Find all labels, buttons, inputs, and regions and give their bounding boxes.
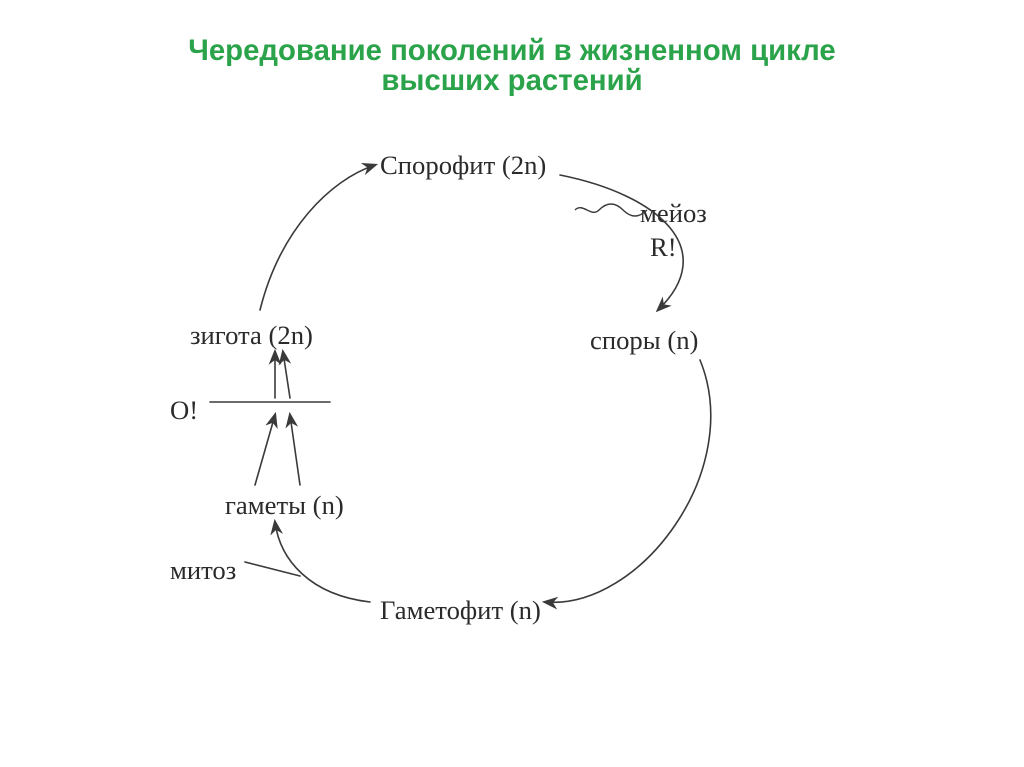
arrow-gam_left [255,415,275,485]
title-line-1: Чередование поколений в жизненном цикле [0,34,1024,68]
node-zygote: зигота (2n) [190,320,313,351]
node-meiosis: мейоз [640,198,707,229]
node-spores: споры (n) [590,325,698,356]
arrow-gam_right [290,415,300,485]
arrow-zygote_to_sporophyte [260,165,375,310]
arrow-mitosis_tick [245,562,300,576]
node-O: О! [170,395,198,426]
node-gametes: гаметы (n) [225,490,344,521]
diagram-stage: Чередование поколений в жизненном цикле … [0,0,1024,767]
arrows-layer [0,0,1024,767]
arrow-spores_to_gametophyte [545,360,711,602]
node-sporophyte: Спорофит (2n) [380,150,546,181]
arrow-gametophyte_to_gametes [275,522,370,602]
meiosis-wave [575,204,647,216]
node-R: R! [650,232,677,263]
node-mitosis: митоз [170,555,236,586]
title-line-2: высших растений [0,64,1024,98]
node-gametophyte: Гаметофит (n) [380,595,541,626]
arrow-to_zygote2 [283,352,290,398]
